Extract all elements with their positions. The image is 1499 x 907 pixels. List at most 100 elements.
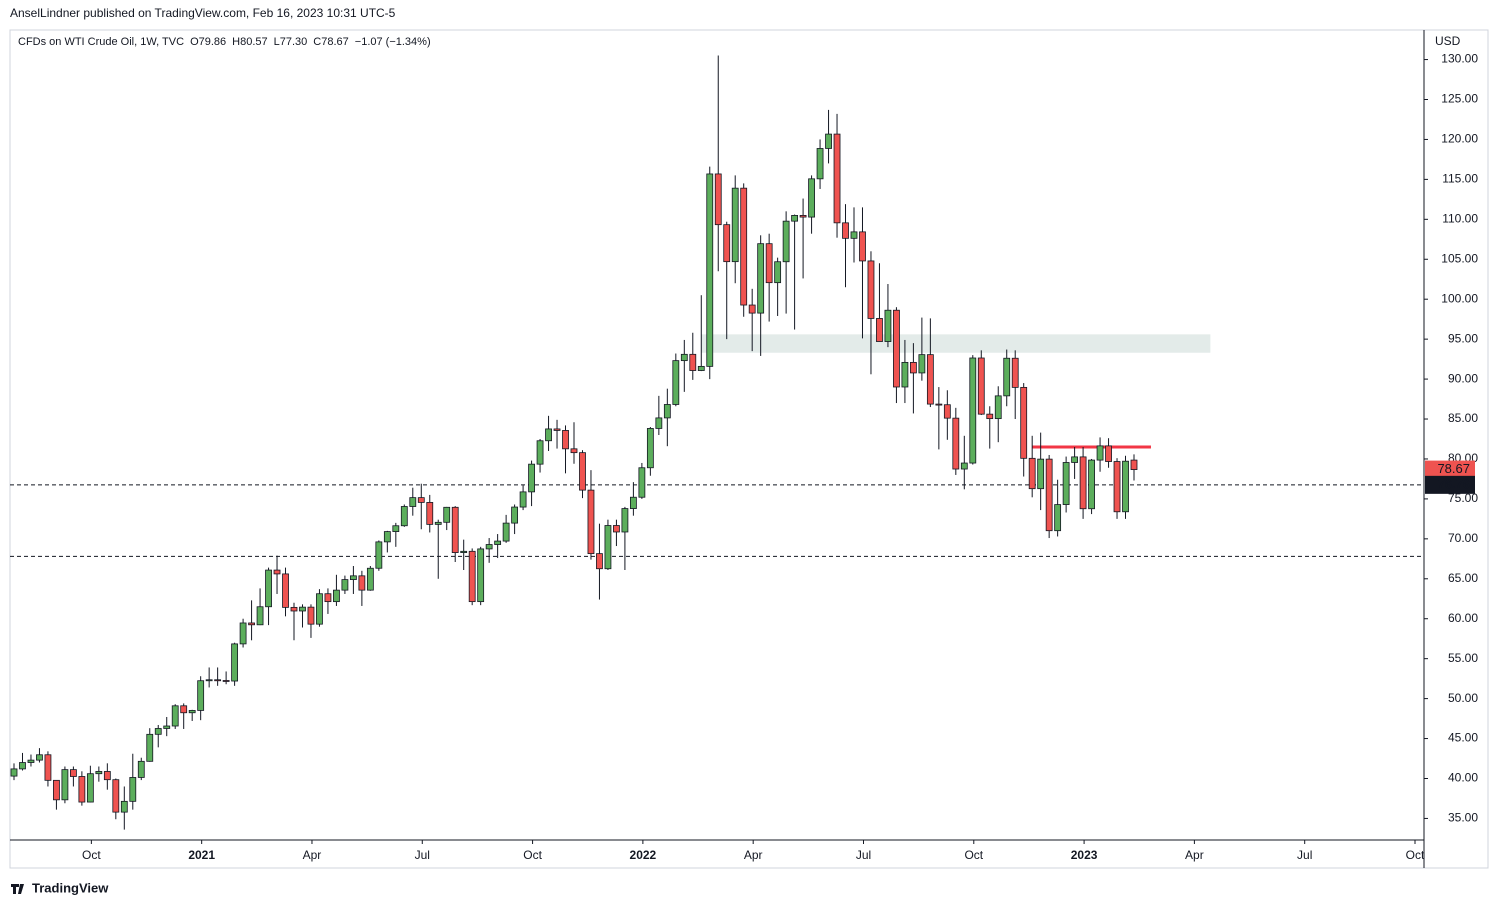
x-tick-label: Oct [523,848,542,862]
candle-body [994,395,1002,420]
candle-body [833,133,841,224]
line-price-box [1425,475,1475,494]
candle-body [638,467,646,498]
y-tick-label: 115.00 [1442,172,1478,186]
x-tick-label: Apr [744,848,763,862]
candle-body [791,215,799,222]
header: CFDs on WTI Crude Oil, 1W, TVC O79.86 H80… [18,36,431,48]
candle-body [536,440,544,465]
candle-body [417,497,425,503]
logo [11,884,24,894]
currency: USD [1435,34,1461,48]
candle-body [1096,445,1104,461]
candle-body [740,187,748,306]
candle-body [825,133,832,149]
candle-body [78,776,86,803]
candle-body [842,222,849,239]
line-price-label: 76.76 [1437,476,1470,491]
candle-body [375,541,383,569]
candle-body [273,569,281,575]
candle-body [977,357,985,415]
candle-body [451,506,459,553]
ohlc-value: H80.57 [232,36,267,48]
candle-body [850,231,858,239]
candle-body [443,506,451,523]
candle-body [409,497,417,507]
candle-body [383,531,391,543]
candle-body [901,361,909,388]
candle-body [324,593,332,603]
y-tick-label: 95.00 [1448,331,1478,345]
candle-body [477,548,485,603]
candle-body [562,430,569,450]
candle-body [986,413,994,420]
candle-body [129,777,137,802]
candle-body [697,365,705,371]
candle-body [553,428,561,431]
candle-body [969,357,977,464]
candle-body [519,491,527,508]
candle-body [307,606,315,625]
ohlc-value: C78.67 [313,36,348,48]
candle-body [646,428,654,469]
y-tick-label: 75.00 [1448,491,1478,505]
candle-body [1020,386,1028,459]
candle-body [180,705,188,714]
candle-body [341,579,349,591]
candle-body [1088,459,1095,510]
candle-body [1003,357,1011,397]
x-tick-label: Oct [82,848,101,862]
candle-body [926,354,934,405]
last-price-box [1425,460,1475,479]
candle-body [689,353,697,371]
last-price-label: 78.67 [1437,461,1470,476]
candle-body [434,521,442,525]
candle-body [197,680,205,711]
candle-body [672,360,680,405]
candle-body [570,448,578,454]
candle-body [579,452,586,491]
y-tick-label: 105.00 [1441,251,1478,265]
candle-body [774,261,782,284]
candle-body [44,754,52,781]
candle-body [1011,357,1019,388]
y-tick-label: 125.00 [1441,92,1478,106]
x-tick-label: Oct [1406,848,1425,862]
ohlc-value: O79.86 [190,36,226,48]
candle-body [680,353,688,362]
x-tick-label: Jul [415,848,430,862]
candle-body [604,525,612,570]
candle-body [545,428,552,442]
candle-body [1122,460,1129,513]
candle-body [86,773,94,803]
candle-body [358,575,366,591]
x-tick-label: 2023 [1071,848,1098,862]
footer: TradingView [32,880,109,895]
candle-body [19,762,26,770]
candle-body [61,769,69,801]
symbol: CFDs on WTI Crude Oil, 1W, TVC [18,36,184,48]
y-tick-label: 85.00 [1448,411,1478,425]
candle-body [621,508,629,533]
candle-body [731,187,739,263]
candle-body [663,404,671,419]
candle-body [95,771,103,775]
x-tick-label: Jul [856,848,871,862]
candle-body [103,771,111,781]
y-tick-label: 90.00 [1448,371,1478,385]
y-tick-label: 50.00 [1448,691,1478,705]
y-tick-label: 110.00 [1442,211,1478,225]
x-tick-label: Jul [1297,848,1312,862]
y-tick-label: 70.00 [1448,531,1478,545]
ohlc-value: −1.07 (−1.34%) [355,36,431,48]
candle-body [1028,457,1036,490]
candle-body [1062,462,1070,505]
candle-body [1054,504,1062,532]
candle-body [282,573,289,608]
candle-body [816,148,824,180]
candle-body [265,569,272,608]
x-tick-label: 2022 [630,848,657,862]
candle-body [765,243,773,284]
candle-body [112,779,120,813]
candle-body [494,540,502,545]
